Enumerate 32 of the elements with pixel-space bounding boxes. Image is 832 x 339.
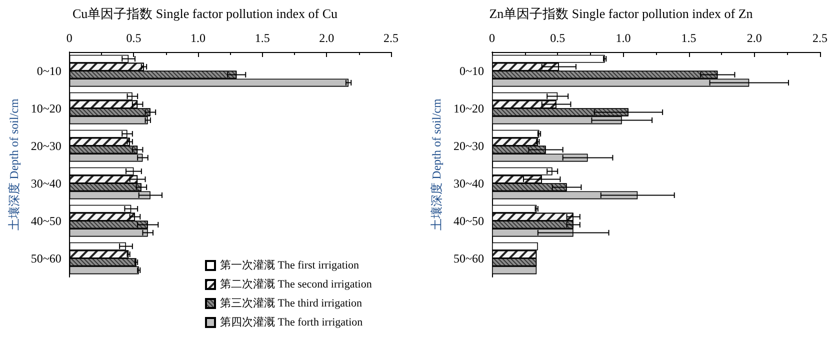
x-tick-label: 2.0 [319, 31, 334, 45]
x-tick-label: 1.5 [254, 31, 270, 45]
y-axis-title: 土壤深度 Depth of soil/cm [430, 98, 444, 230]
y-tick-label: 0~10 [36, 64, 62, 78]
y-tick-label: 30~40 [30, 176, 62, 190]
chart-title: Cu单因子指数 Single factor pollution index of Cu [72, 6, 338, 21]
y-tick-label: 0~10 [460, 64, 484, 78]
y-tick-label: 40~50 [454, 214, 484, 228]
legend-label: 第二次灌溉 The second irrigation [220, 278, 372, 290]
y-axis-title: 土壤深度 Depth of soil/cm [7, 98, 21, 230]
legend-label: 第四次灌溉 The forth irrigation [220, 316, 364, 328]
y-tick-label: 10~20 [30, 101, 62, 116]
y-tick-label: 20~30 [454, 138, 484, 153]
y-tick-label: 10~20 [454, 101, 484, 116]
x-tick-label: 1.0 [616, 31, 631, 45]
y-tick-label: 20~30 [30, 138, 62, 153]
y-tick-label: 50~60 [454, 251, 484, 266]
legend-label: 第三次灌溉 The third irrigation [220, 296, 363, 310]
y-tick-label: 50~60 [30, 251, 62, 266]
x-tick-label: 0 [66, 31, 72, 45]
chart-title: Zn单因子指数 Single factor pollution index of Zn [489, 6, 754, 21]
x-tick-label: 1.5 [681, 31, 696, 45]
y-tick-label: 40~50 [30, 214, 62, 228]
x-tick-label: 0 [489, 31, 495, 45]
x-tick-label: 0.5 [126, 31, 142, 45]
legend-label: 第一次灌溉 The first irrigation [220, 258, 360, 272]
y-tick-label: 30~40 [454, 176, 484, 190]
x-tick-label: 2.0 [746, 31, 762, 45]
x-tick-label: 2.5 [384, 31, 398, 45]
x-tick-label: 1.0 [190, 31, 206, 45]
x-tick-label: 0.5 [550, 31, 566, 45]
x-tick-label: 2.5 [812, 31, 828, 45]
